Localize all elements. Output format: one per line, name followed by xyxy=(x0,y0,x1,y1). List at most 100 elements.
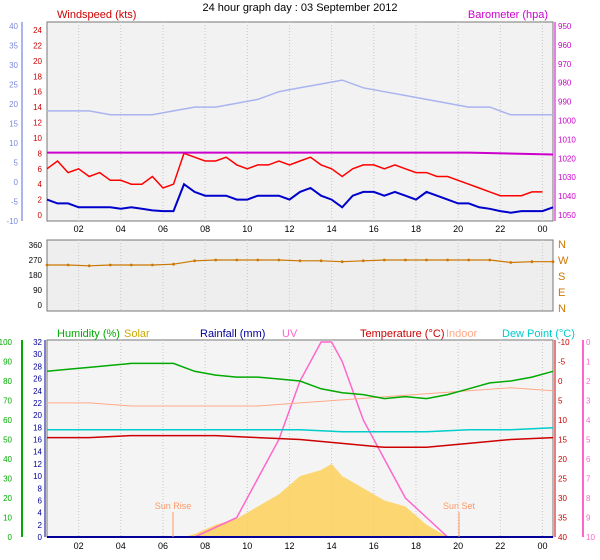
environment-x-tick-label: 14 xyxy=(327,541,337,551)
rain-axis-tick-label: 30 xyxy=(33,350,42,359)
wind-outer-axis-tick-label: -5 xyxy=(11,198,19,207)
uv-axis-tick-label: 7 xyxy=(586,475,591,484)
direction-series-line xyxy=(47,259,553,267)
wind-inner-axis-tick-label: 20 xyxy=(33,57,42,66)
wind-outer-axis-tick-label: 10 xyxy=(9,139,18,148)
environment-x-tick-label: 12 xyxy=(284,541,294,551)
legend-entry: Humidity (%) xyxy=(57,328,120,340)
rain-axis-tick-label: 16 xyxy=(33,436,42,445)
wind-outer-axis-tick-label: -10 xyxy=(6,217,18,226)
legend-entry: Indoor xyxy=(446,328,478,340)
rain-axis-tick-label: 14 xyxy=(33,448,42,457)
temperature-axis-tick-label: 30 xyxy=(558,494,567,503)
humidity-axis-tick-label: 40 xyxy=(3,455,12,464)
uv-axis-tick-label: 10 xyxy=(586,533,595,542)
uv-axis-tick-label: 4 xyxy=(586,416,591,425)
barometer-axis-tick-label: 1050 xyxy=(558,211,576,220)
environment-x-tick-label: 02 xyxy=(74,541,84,551)
rain-axis-tick-label: 32 xyxy=(33,338,42,347)
legend-entry: Rainfall (mm) xyxy=(200,328,265,340)
uv-series-line xyxy=(194,341,449,538)
temperature-axis-tick-label: 5 xyxy=(558,397,563,406)
wind-outer-axis-tick-label: 5 xyxy=(14,159,19,168)
humidity-axis-tick-label: 80 xyxy=(3,377,12,386)
wind-x-tick-label: 18 xyxy=(411,224,421,234)
barometer-axis-tick-label: 980 xyxy=(558,79,572,88)
humidity-axis-tick-label: 30 xyxy=(3,475,12,484)
direction-axis-tick-label: 180 xyxy=(29,271,43,280)
barometer-axis-tick-label: 990 xyxy=(558,98,572,107)
direction-axis-tick-label: 360 xyxy=(29,241,43,250)
wind-plot-area xyxy=(46,21,554,222)
legend-entry: Temperature (°C) xyxy=(360,328,444,340)
temperature-axis-tick-label: 35 xyxy=(558,514,567,523)
windspeed-label: Windspeed (kts) xyxy=(57,9,136,21)
barometer-axis-tick-label: 1030 xyxy=(558,173,576,182)
rain-axis-tick-label: 12 xyxy=(33,460,42,469)
wind-x-tick-label: 22 xyxy=(495,224,505,234)
rain-axis-tick-label: 0 xyxy=(38,533,43,542)
uv-axis-tick-label: 3 xyxy=(586,397,591,406)
wind-outer-axis-tick-label: 40 xyxy=(9,22,18,31)
environment-x-tick-label: 08 xyxy=(200,541,210,551)
barometer-axis-tick-label: 1000 xyxy=(558,117,576,126)
environment-x-tick-label: 04 xyxy=(116,541,126,551)
humidity-axis-tick-label: 100 xyxy=(0,338,13,347)
humidity-axis-tick-label: 50 xyxy=(3,436,12,445)
humidity-axis-tick-label: 10 xyxy=(3,514,12,523)
indoor-series-line xyxy=(47,387,554,407)
wind-x-tick-label: 06 xyxy=(158,224,168,234)
rain-axis-tick-label: 6 xyxy=(38,496,43,505)
temperature-axis-tick-label: 15 xyxy=(558,436,567,445)
temperature-axis-tick-label: 10 xyxy=(558,416,567,425)
barometer-axis-tick-label: 950 xyxy=(558,22,572,31)
gust-series-line xyxy=(47,79,553,116)
wind-outer-axis-tick-label: 15 xyxy=(9,120,18,129)
rain-axis-tick-label: 28 xyxy=(33,362,42,371)
wind-inner-axis-tick-label: 18 xyxy=(33,72,42,81)
compass-label: N xyxy=(558,239,566,251)
compass-label: S xyxy=(558,271,565,283)
barometer-axis-tick-label: 1040 xyxy=(558,192,576,201)
uv-axis-tick-label: 9 xyxy=(586,514,591,523)
legend-entry: Dew Point (°C) xyxy=(502,328,575,340)
wind-x-tick-label: 12 xyxy=(284,224,294,234)
direction-axis-tick-label: 0 xyxy=(38,301,43,310)
environment-x-tick-label: 16 xyxy=(369,541,379,551)
uv-axis-tick-label: 8 xyxy=(586,494,591,503)
dewpoint-series-line xyxy=(47,427,554,433)
humidity-axis-tick-label: 60 xyxy=(3,416,12,425)
barometer-axis-tick-label: 1020 xyxy=(558,154,576,163)
wind-outer-axis-tick-label: 35 xyxy=(9,42,18,51)
uv-axis-tick-label: 1 xyxy=(586,358,591,367)
uv-axis-tick-label: 6 xyxy=(586,455,591,464)
wind-inner-axis-tick-label: 4 xyxy=(38,180,43,189)
rain-axis-tick-label: 26 xyxy=(33,375,42,384)
barometer-axis-tick-label: 970 xyxy=(558,60,572,69)
uv-axis-tick-label: 2 xyxy=(586,377,591,386)
humidity-axis-tick-label: 90 xyxy=(3,358,12,367)
wind-average-series-line xyxy=(46,182,554,214)
wind-inner-axis-tick-label: 6 xyxy=(38,165,43,174)
wind-inner-axis-tick-label: 10 xyxy=(33,134,42,143)
compass-label: N xyxy=(558,303,566,315)
wind-x-tick-label: 04 xyxy=(116,224,126,234)
environment-x-tick-label: 10 xyxy=(242,541,252,551)
temperature-axis-tick-label: 0 xyxy=(558,377,563,386)
wind-inner-axis-tick-label: 16 xyxy=(33,88,42,97)
windspeed-series-line xyxy=(46,152,543,197)
environment-x-tick-label: 18 xyxy=(411,541,421,551)
wind-inner-axis-tick-label: 14 xyxy=(33,103,42,112)
solar-series-area xyxy=(184,463,448,537)
wind-x-tick-label: 14 xyxy=(327,224,337,234)
sunset-annotation: Sun Set xyxy=(443,501,476,511)
direction-axis-tick-label: 270 xyxy=(29,256,43,265)
wind-inner-axis-tick-label: 24 xyxy=(33,26,42,35)
humidity-series-line xyxy=(46,362,554,400)
rain-axis-tick-label: 8 xyxy=(38,484,43,493)
wind-x-tick-label: 16 xyxy=(369,224,379,234)
wind-x-tick-label: 02 xyxy=(74,224,84,234)
wind-x-tick-label: 08 xyxy=(200,224,210,234)
rain-axis-tick-label: 22 xyxy=(33,399,42,408)
direction-plot-area xyxy=(46,239,554,312)
